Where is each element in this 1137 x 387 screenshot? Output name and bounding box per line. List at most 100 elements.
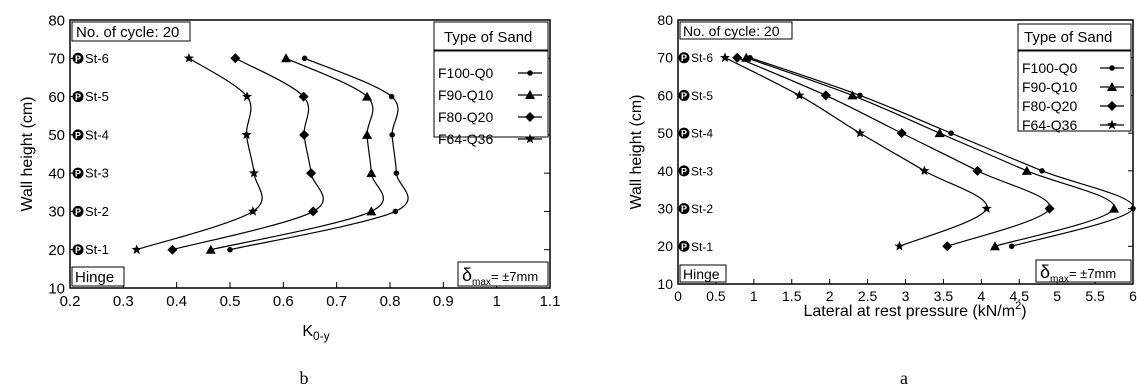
series-line [749, 57, 1134, 247]
delta-sub: max [1050, 274, 1069, 285]
panel-label-a: a [900, 368, 908, 387]
x-tick-label: 0.8 [380, 293, 401, 310]
marker-circle [1039, 168, 1045, 174]
marker-triangle [362, 91, 373, 101]
x-tick-label: 6 [1129, 288, 1137, 304]
sensor-st-5: P St-5 [72, 89, 109, 104]
sensor-labels: P St-6 P St-5 P St-4 P St-3 P St-2 P St-1 [678, 51, 713, 254]
sensor-icon-glyph: P [681, 129, 687, 139]
sensor-label: St-2 [85, 204, 109, 219]
sensor-icon [72, 244, 84, 256]
legend-entry: F100-Q0 [1022, 60, 1124, 76]
marker-triangle [281, 53, 291, 63]
x-tick-label: 0 [674, 288, 682, 304]
chart-panel-b: 0.2 0.3 0.4 0.5 0.6 0.7 0.8 0.9 1 1.1 10 20 30 40 50 60… [19, 12, 560, 387]
marker-triangle [847, 90, 858, 100]
sensor-icon [72, 91, 84, 103]
sensor-st-4: P St-4 [678, 127, 713, 141]
legend-title-box [1017, 23, 1132, 51]
y-tick-label: 50 [657, 125, 673, 141]
sensor-icon [678, 127, 690, 139]
cycle-note-box [71, 21, 191, 42]
marker-star [247, 206, 258, 216]
x-tick-label: 1.5 [782, 288, 802, 304]
sensor-label: St-5 [691, 89, 713, 103]
y-tick-label: 70 [657, 50, 673, 66]
marker-circle [301, 55, 308, 62]
axis-ticks: 0.2 0.3 0.4 0.5 0.6 0.7 0.8 0.9 1 1.1 10 20 30 40 50 60… [48, 12, 560, 310]
series-f64-q36 [131, 53, 263, 254]
delta-value: = ±7mm [491, 269, 538, 284]
legend-title: Type of Sand [1024, 29, 1112, 46]
y-tick-label: 40 [48, 165, 65, 182]
data-series [720, 52, 1136, 252]
x-tick-label: 1 [750, 288, 758, 304]
marker-triangle [1109, 203, 1120, 213]
delta-note-box [1035, 259, 1132, 283]
marker-star [249, 167, 259, 178]
delta-value: = ±7mm [1069, 266, 1116, 281]
sensor-icon-glyph: P [75, 92, 81, 102]
marker-diamond [942, 241, 953, 252]
x-tick-label: 3.5 [934, 288, 954, 304]
x-tick-label: 1.1 [540, 293, 561, 310]
sensor-icon-glyph: P [681, 91, 687, 101]
sensor-icon [678, 52, 690, 64]
marker-circle [857, 92, 863, 99]
marker-triangle [934, 128, 945, 138]
x-tick-label: 0.6 [273, 293, 294, 310]
sensor-icon-glyph: P [681, 53, 687, 63]
sensor-st-2: P St-2 [72, 204, 109, 219]
sensor-st-2: P St-2 [678, 202, 713, 216]
marker-star [894, 241, 905, 251]
cycle-note: No. of cycle: 20 [683, 23, 780, 39]
legend-label: F90-Q10 [1022, 79, 1077, 95]
y-tick-label: 20 [48, 242, 65, 259]
marker-circle [392, 208, 399, 215]
x-tick-label: 5.5 [1085, 288, 1105, 304]
legend-entry: F64-Q36 [1022, 117, 1124, 133]
y-tick-label: 80 [657, 12, 673, 28]
sensor-st-5: P St-5 [678, 89, 713, 103]
marker-diamond [1044, 203, 1055, 214]
panel-label-b: b [300, 368, 309, 387]
sensor-icon [72, 52, 84, 64]
delta-note: δmax= ±7mm [1040, 262, 1116, 285]
marker-star [1107, 119, 1117, 130]
marker-triangle [362, 129, 373, 139]
sensor-icon-glyph: P [681, 166, 687, 176]
x-tick-label: 5 [1053, 288, 1061, 304]
x-tick-label: 0.3 [113, 293, 134, 310]
x-tick-label: 0.4 [166, 293, 187, 310]
y-tick-label: 60 [48, 89, 65, 106]
marker-circle [1109, 65, 1115, 71]
series-f80-q20 [167, 53, 324, 255]
marker-triangle [205, 244, 216, 254]
marker-triangle [1021, 165, 1032, 175]
series-line [746, 57, 1115, 247]
marker-diamond [525, 112, 535, 122]
series-f90-q10 [741, 52, 1120, 251]
series-line [210, 57, 384, 251]
marker-diamond [896, 128, 907, 139]
marker-diamond [308, 206, 319, 217]
marker-circle [393, 170, 400, 176]
sensor-st-6: P St-6 [678, 51, 713, 65]
x-tick-label: 0.7 [326, 293, 347, 310]
x-tick-label: 4 [977, 288, 985, 304]
delta-symbol: δ [462, 265, 472, 285]
legend-label: F64-Q36 [1022, 117, 1077, 133]
marker-diamond [820, 90, 831, 101]
x-tick-label: 4.5 [1010, 288, 1030, 304]
marker-star [919, 165, 930, 176]
sensor-labels: P St-6 P St-5 P St-4 P St-3 P St-2 P St-1 [72, 51, 109, 257]
x-axis-label-sup: 2 [1015, 300, 1021, 312]
sensor-icon-glyph: P [75, 130, 81, 140]
legend-label: F90-Q10 [438, 87, 493, 103]
sensor-st-3: P St-3 [678, 164, 713, 178]
sensor-st-4: P St-4 [72, 127, 109, 142]
y-tick-label: 80 [48, 12, 65, 29]
legend-entry: F100-Q0 [438, 65, 542, 81]
legend-entries: F100-Q0 F90-Q10 F80-Q20 F64-Q36 [438, 65, 542, 147]
